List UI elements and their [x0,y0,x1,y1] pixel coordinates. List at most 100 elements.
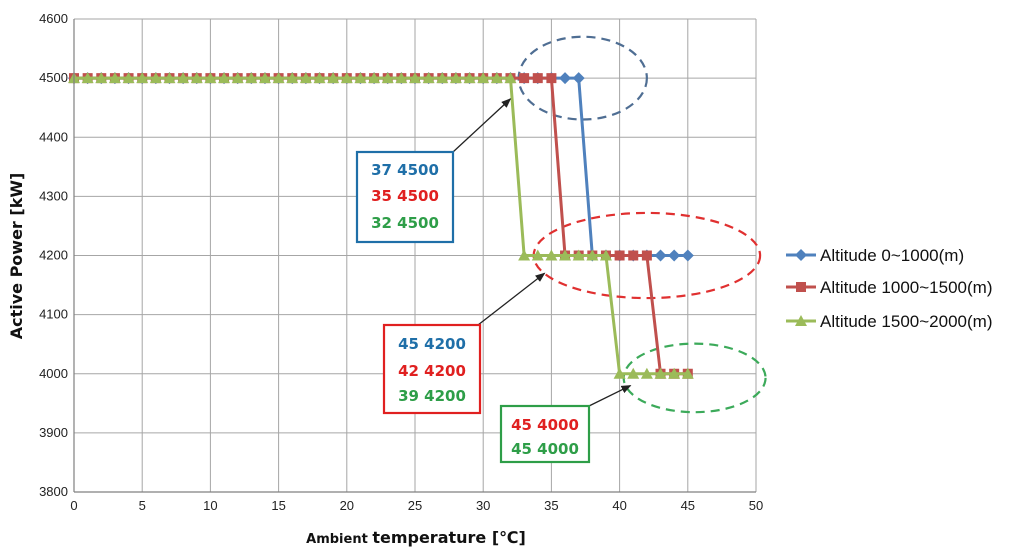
series-2-point-5 [136,72,149,84]
annotation-1-line-2: 39 4200 [398,387,466,405]
legend-marker-1 [796,282,806,292]
annotation-box-0 [355,150,455,244]
series-2-point-44 [668,367,681,379]
series-2-point-39 [599,249,612,261]
series-2-point-11 [218,72,231,84]
y-tick-label-3: 4100 [39,307,68,322]
series-2-point-37 [572,249,585,261]
series-2-point-32 [504,72,517,84]
x-tick-label-8: 40 [612,498,626,513]
y-tick-label-2: 4000 [39,366,68,381]
series-2-point-24 [395,72,408,84]
series-2-point-23 [381,72,394,84]
x-tick-label-1: 5 [139,498,146,513]
legend-marker-2 [795,315,807,326]
x-axis-title-unit: ℃ [499,528,518,547]
series-2-point-3 [108,72,121,84]
series-2-point-2 [95,72,108,84]
series-2-point-42 [640,367,653,379]
annotation-1: 45 4200 42 4200 39 4200 [382,272,546,415]
annotation-box-1 [382,323,482,415]
series-2-point-14 [258,72,271,84]
series-0-point-43 [654,249,667,262]
y-tick-label-4: 4200 [39,248,68,263]
series-2-point-26 [422,72,435,84]
series-1-point-42 [641,250,652,261]
series-2-point-36 [559,249,572,261]
x-axis-title-suffix: ] [519,528,526,547]
y-tick-label-6: 4400 [39,129,68,144]
data-series [68,72,694,379]
series-2-point-10 [204,72,217,84]
annotation-0: 37 4500 35 4500 32 4500 [355,98,512,244]
annotation-callouts: 37 4500 35 4500 32 4500 45 4200 42 4200 39 42… [355,98,632,464]
series-2-point-19 [327,72,340,84]
annotation-2: 45 4000 45 4000 [499,384,632,464]
series-2-point-9 [190,72,203,84]
axes [73,19,756,493]
y-tick-label-0: 3800 [39,484,68,499]
series-2-point-45 [681,367,694,379]
series-2-point-22 [368,72,381,84]
series-2-point-30 [477,72,490,84]
annotation-0-line-0: 37 4500 [371,161,439,179]
x-tick-label-3: 15 [271,498,285,513]
series-0-point-37 [572,72,585,85]
series-2 [68,72,694,379]
series-2-point-27 [436,72,449,84]
x-tick-label-4: 20 [340,498,354,513]
series-1-point-41 [628,250,639,261]
legend: Altitude 0~1000(m) Altitude 1000~1500(m) A… [786,246,992,331]
series-2-point-18 [313,72,326,84]
x-tick-label-9: 45 [681,498,695,513]
series-1-point-40 [614,250,625,261]
annotation-2-line-1: 45 4000 [511,440,579,458]
series-2-point-28 [449,72,462,84]
series-0-point-36 [559,72,572,85]
annotation-1-line-0: 45 4200 [398,335,466,353]
series-2-point-7 [163,72,176,84]
series-2-point-41 [627,367,640,379]
series-2-point-17 [299,72,312,84]
series-2-point-21 [354,72,367,84]
x-tick-label-6: 30 [476,498,490,513]
series-2-point-15 [272,72,285,84]
x-axis-title: Ambient temperature [℃] [306,528,526,547]
series-1-point-33 [519,73,530,84]
annotation-0-line-1: 35 4500 [371,187,439,205]
series-2-point-35 [545,249,558,261]
tick-labels: 0 5 10 15 20 25 30 35 40 45 50 3800 3900 4000 4100 4200… [39,11,763,513]
series-2-point-8 [177,72,190,84]
y-tick-label-8: 4600 [39,11,68,26]
annotation-0-line-2: 32 4500 [371,214,439,232]
series-2-point-13 [245,72,258,84]
annotation-box-2 [499,404,591,464]
series-0-point-44 [668,249,681,262]
series-2-point-1 [81,72,94,84]
series-0-point-45 [681,249,694,262]
series-2-point-33 [518,249,531,261]
legend-marker-0 [795,249,807,261]
annotation-1-line-1: 42 4200 [398,362,466,380]
series-2-point-4 [122,72,135,84]
series-line-2 [74,76,688,376]
x-tick-label-7: 35 [544,498,558,513]
annotation-arrow-0 [452,98,512,153]
y-axis-title: Active Power [kW] [7,173,26,340]
series-2-point-20 [340,72,353,84]
y-tick-label-1: 3900 [39,425,68,440]
series-2-point-25 [409,72,421,84]
x-tick-label-0: 0 [70,498,77,513]
series-2-point-40 [613,367,626,379]
annotation-2-line-0: 45 4000 [511,416,579,434]
x-tick-label-10: 50 [749,498,763,513]
series-1-point-34 [532,73,543,84]
legend-label-0: Altitude 0~1000(m) [820,246,964,265]
series-2-point-6 [149,72,162,84]
x-axis-title-main: temperature [ [372,528,499,547]
legend-label-2: Altitude 1500~2000(m) [820,312,992,331]
series-2-point-29 [463,72,476,84]
x-tick-label-2: 10 [203,498,217,513]
annotation-arrow-2 [588,384,632,407]
